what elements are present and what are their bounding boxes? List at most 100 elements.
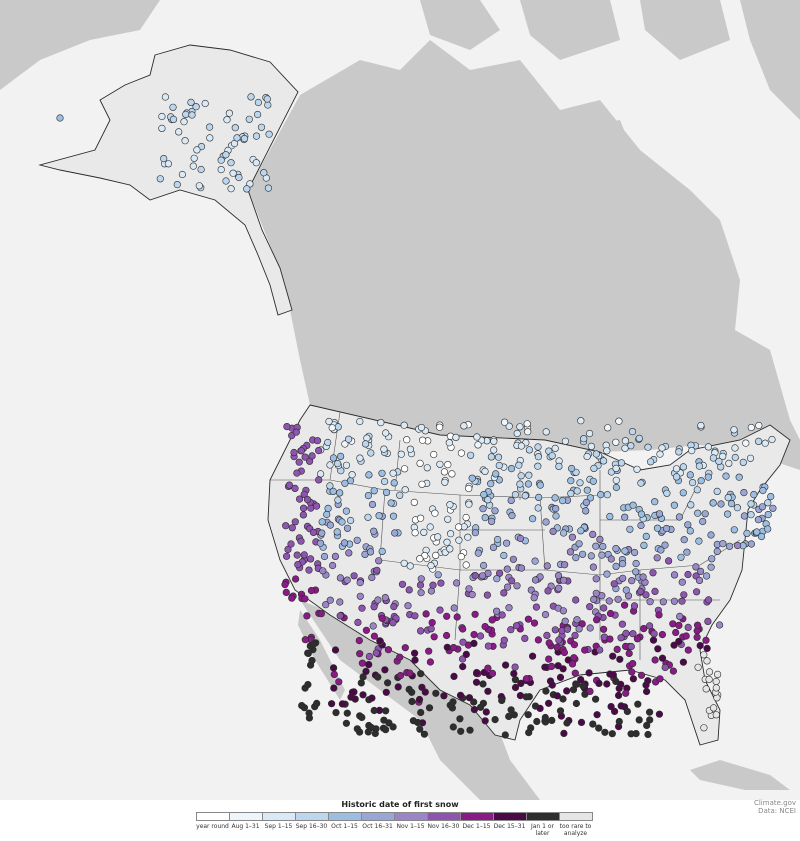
station-dot [366, 548, 375, 556]
station-dot [613, 645, 621, 654]
station-dot [655, 710, 664, 718]
station-dot [471, 610, 479, 618]
station-dot [313, 502, 321, 510]
legend-label: Nov 16–30 [427, 823, 460, 830]
station-dot [713, 487, 721, 496]
station-dot [669, 667, 678, 675]
station-dot [586, 494, 595, 502]
station-dot [561, 617, 569, 625]
station-dot [432, 551, 440, 560]
station-dot [547, 662, 556, 671]
station-dot [577, 527, 585, 535]
station-dot [223, 116, 231, 124]
station-dot [528, 515, 537, 523]
station-dot [443, 612, 451, 620]
station-dot [758, 503, 767, 511]
station-dot [471, 529, 480, 537]
station-dot [416, 555, 424, 563]
arctic-island [640, 0, 730, 60]
station-dot [491, 507, 499, 515]
station-dot [687, 501, 695, 509]
station-dot [636, 587, 645, 596]
station-dot [575, 540, 583, 548]
station-dot [222, 177, 230, 185]
station-dot [559, 607, 568, 615]
station-dot [646, 716, 654, 724]
station-dot [554, 571, 563, 580]
map-canvas [0, 0, 800, 800]
station-dot [507, 706, 515, 714]
station-dot [612, 677, 620, 686]
station-dot [206, 123, 214, 131]
legend-swatch [229, 812, 263, 821]
station-dot [516, 423, 524, 431]
station-dot [490, 437, 498, 445]
station-dot [365, 652, 374, 661]
station-dot [371, 729, 379, 738]
station-dot [363, 434, 371, 442]
station-dot [437, 579, 445, 587]
station-dot [610, 707, 619, 716]
station-dot [531, 557, 539, 565]
station-dot [341, 440, 349, 448]
station-dot [348, 471, 356, 479]
station-dot [178, 170, 186, 179]
station-dot [621, 444, 629, 452]
station-dot [675, 637, 683, 646]
station-dot [188, 111, 196, 119]
station-dot [444, 515, 452, 523]
station-dot [336, 612, 344, 620]
station-dot [548, 452, 556, 460]
station-dot [318, 518, 326, 526]
station-dot [462, 513, 470, 522]
station-dot [282, 588, 290, 597]
station-dot [474, 549, 482, 557]
station-dot [380, 716, 388, 724]
station-dot [299, 511, 308, 519]
station-dot [403, 436, 411, 444]
station-dot [381, 593, 389, 602]
station-dot [324, 438, 332, 447]
station-dot [308, 656, 316, 665]
station-dot [464, 533, 472, 541]
station-dot [415, 695, 424, 704]
station-dot [455, 536, 463, 544]
station-dot [420, 730, 429, 738]
station-dot [217, 156, 225, 164]
station-dot [338, 518, 346, 526]
station-dot [173, 181, 181, 189]
station-dot [419, 436, 427, 444]
station-dot [609, 671, 617, 679]
station-dot [621, 547, 629, 555]
station-dot [493, 607, 501, 615]
station-dot [586, 624, 594, 632]
station-dot [628, 668, 636, 676]
station-dot [625, 649, 633, 658]
station-dot [374, 596, 382, 604]
station-dot [559, 665, 567, 673]
station-dot [525, 471, 533, 479]
station-dot [489, 543, 498, 552]
station-dot [377, 419, 385, 427]
station-dot [735, 473, 743, 481]
station-dot [516, 691, 525, 700]
station-dot [548, 681, 556, 689]
station-dot [400, 559, 408, 567]
station-dot [571, 631, 579, 640]
legend-label: Sep 1–15 [264, 823, 293, 830]
station-dot [707, 563, 715, 571]
station-dot [398, 580, 407, 588]
station-dot [317, 470, 325, 478]
station-dot [468, 474, 476, 482]
station-dot [488, 517, 496, 526]
station-dot [603, 680, 611, 688]
station-dot [479, 680, 487, 688]
station-dot [627, 642, 635, 651]
station-dot [502, 661, 510, 669]
legend-label: Oct 16–31 [362, 823, 393, 830]
station-dot [189, 162, 197, 170]
station-dot [586, 603, 594, 611]
station-dot [567, 489, 575, 498]
station-dot [656, 675, 664, 683]
legend-label: too rare to analyze [559, 823, 592, 837]
